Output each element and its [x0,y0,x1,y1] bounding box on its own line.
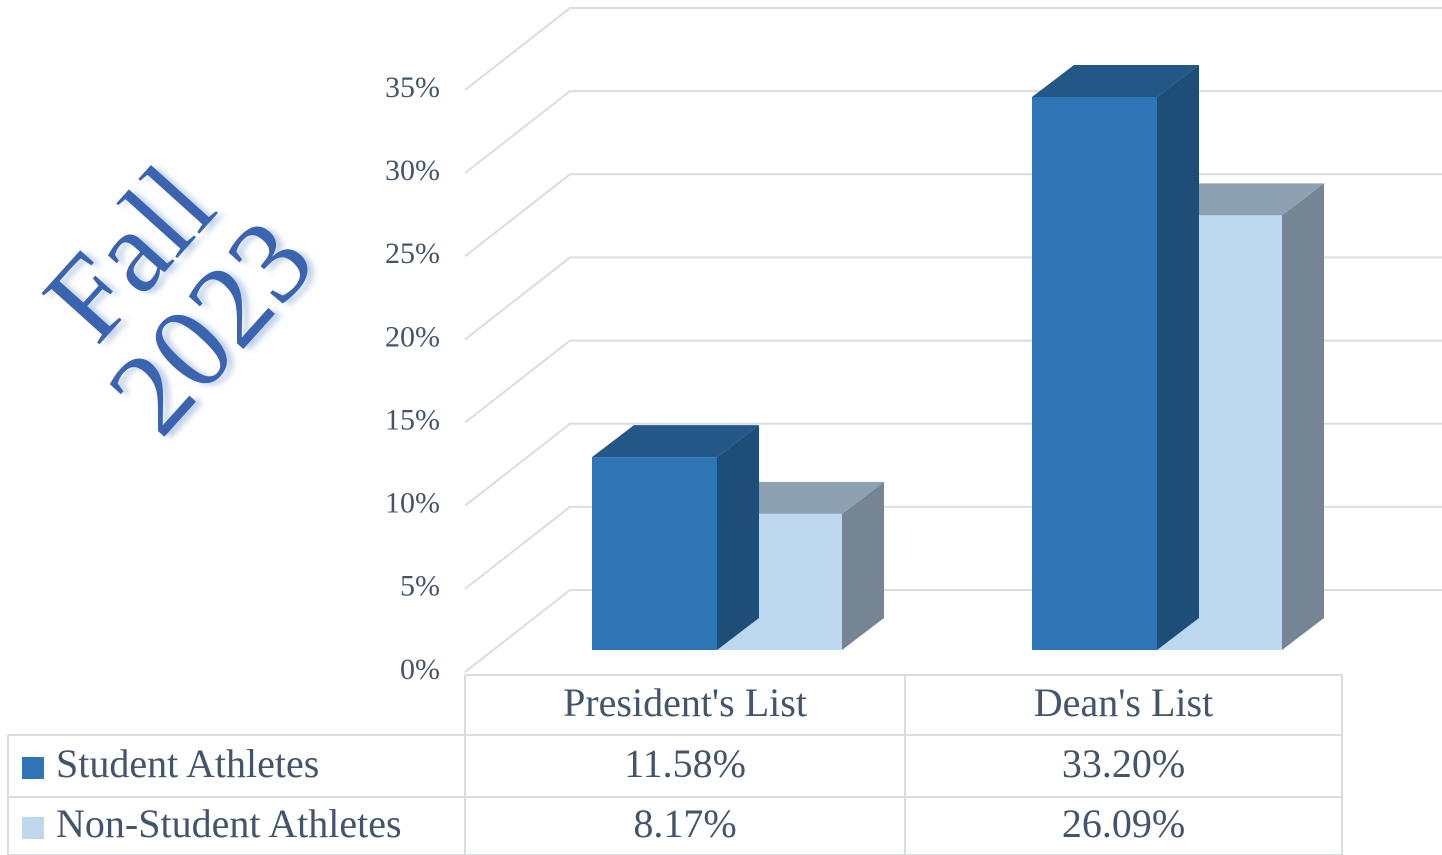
legend-label: Non-Student Athletes [56,801,402,846]
data-label: 11.58% [624,741,746,786]
bar-side [717,425,759,650]
y-tick-label: 10% [385,487,440,520]
legend-label: Student Athletes [56,741,319,786]
bar-top [592,425,759,458]
bar-side [1282,183,1324,650]
bar [1032,96,1157,651]
bar [592,457,717,650]
legend-swatch [22,817,44,839]
legend-swatch [22,757,44,779]
y-tick-label: 5% [400,570,440,603]
bar-side [842,481,884,650]
data-label: 33.20% [1062,741,1185,786]
y-tick-label: 15% [385,403,440,436]
y-tick-label: 20% [385,320,440,353]
y-tick-label: 35% [385,71,440,104]
data-label: 26.09% [1062,801,1185,846]
grid-line [464,90,1442,174]
y-tick-label: 0% [400,653,440,686]
y-tick-label: 25% [385,237,440,270]
grid-line [464,7,1442,91]
x-tick-label: President's List [563,680,807,725]
data-label: 8.17% [633,801,736,846]
bar-top [1032,64,1199,97]
y-tick-label: 30% [385,154,440,187]
bar-side [1157,64,1199,651]
x-tick-label: Dean's List [1034,680,1213,725]
